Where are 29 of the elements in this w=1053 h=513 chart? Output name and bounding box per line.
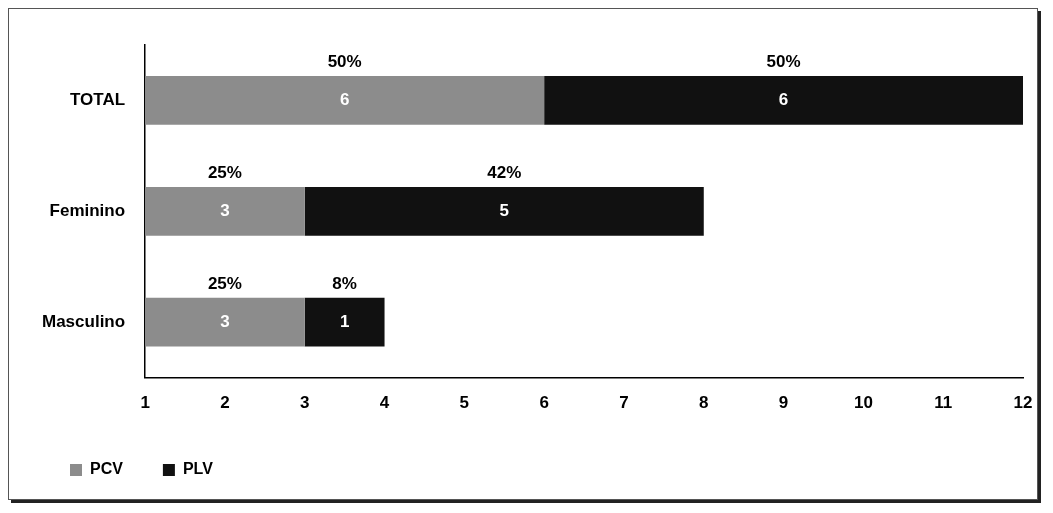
annotation: 42%: [487, 162, 522, 182]
x-tick-label: 6: [539, 393, 549, 413]
data-label: 6: [339, 90, 350, 110]
x-tick-label: 2: [220, 393, 230, 413]
annotation: 8%: [332, 273, 357, 293]
x-tick-label: 8: [699, 393, 709, 413]
data-label: 3: [220, 311, 230, 331]
x-tick-label: 9: [778, 393, 789, 413]
data-label: 5: [499, 200, 509, 220]
y-tick-label: TOTAL: [70, 90, 126, 110]
annotation: 50%: [327, 52, 362, 72]
x-tick-label: 1: [140, 393, 150, 413]
legend-label: PCV: [90, 460, 124, 478]
x-tick-label: 10: [853, 393, 873, 413]
data-label: 1: [339, 311, 350, 331]
y-tick-label: Feminino: [49, 200, 126, 220]
annotation: 25%: [207, 273, 242, 293]
data-label: 3: [220, 200, 230, 220]
x-tick-label: 4: [379, 393, 390, 413]
x-tick-label: 7: [619, 393, 629, 413]
annotation: 50%: [766, 52, 801, 72]
x-tick-label: 12: [1013, 393, 1033, 413]
data-label: 6: [778, 90, 789, 110]
legend-label: PLV: [182, 460, 214, 478]
annotation: 25%: [207, 162, 242, 182]
x-tick-label: 3: [300, 393, 310, 413]
x-tick-label: 11: [934, 393, 953, 413]
y-tick-label: Masculino: [42, 311, 126, 331]
x-tick-label: 5: [459, 393, 470, 413]
